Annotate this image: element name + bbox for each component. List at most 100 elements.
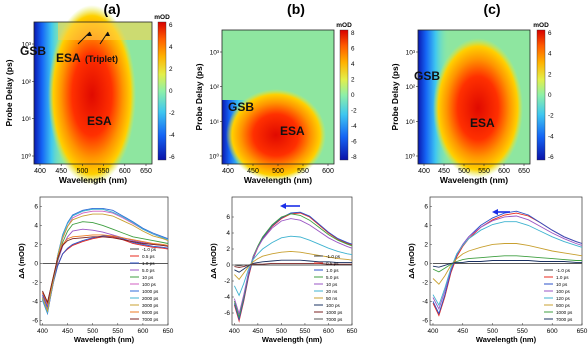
y-axis-label: Probe Delay (ps) [194, 63, 204, 130]
colorbar-tick-label: -8 [351, 154, 357, 161]
heatmap-2: (b) 400 450 500 550 600 Wavelength (nm) 10⁰ 10¹ 1… [194, 1, 357, 185]
y-tick-label: 2 [34, 242, 38, 249]
annotation-label: ESA [470, 116, 495, 130]
colorbar-tick-label: -6 [351, 139, 357, 146]
legend-entry: 0.5 ps [142, 254, 155, 259]
colorbar-tick-label: -4 [351, 123, 357, 130]
x-tick-label: 400 [222, 168, 234, 175]
y-tick-label: 0 [226, 262, 230, 269]
colorbar-tick-label: -6 [169, 154, 175, 161]
legend-entry: 120 ps [556, 296, 570, 301]
x-tick-label: 650 [347, 328, 358, 335]
x-tick-label: 500 [272, 168, 284, 175]
colorbar-tick-label: -4 [169, 132, 175, 139]
plot-frame [39, 196, 169, 326]
legend-entry: 100 ps [326, 303, 340, 308]
series-line [234, 262, 352, 268]
y-tick-label: 0 [424, 261, 428, 268]
legend-entry: 50 ns [326, 296, 338, 301]
triplet-band [58, 22, 152, 40]
colorbar-tick-label: 0 [548, 92, 552, 99]
y-tick-label: -6 [422, 317, 428, 324]
annotation-label: (Triplet) [85, 54, 118, 64]
colorbar-tick-label: 0 [169, 88, 173, 95]
y-tick-label: 10² [210, 84, 220, 91]
x-tick-label: 400 [34, 168, 46, 175]
esa-region [226, 89, 326, 181]
series-line [432, 215, 583, 311]
legend-entry: 1.0 ps [326, 268, 339, 273]
x-tick-label: 650 [577, 328, 588, 335]
panel-label: (a) [103, 1, 120, 17]
x-tick-label: 550 [98, 168, 110, 175]
legend-entry: 500 ps [556, 303, 570, 308]
series-line [42, 236, 169, 304]
series-line [432, 210, 583, 315]
colorbar-tick-label: -4 [548, 133, 554, 140]
legend-entry: 5.0 ps [326, 275, 339, 280]
colorbar-tick-label: -6 [548, 154, 554, 161]
colorbar-tick-label: 4 [169, 44, 173, 51]
x-tick-label: 600 [323, 328, 334, 335]
y-tick-label: 2 [424, 242, 428, 249]
lineplot-1: 400 450 500 550 600 650 -6 -4 -2 0 2 4 6 Wavelength (… [17, 196, 174, 344]
panel-label: (c) [483, 1, 500, 17]
colorbar-tick-label: 4 [351, 61, 355, 68]
series-line [233, 218, 353, 316]
x-axis-label: Wavelength (nm) [74, 335, 135, 344]
y-tick-label: 4 [226, 230, 230, 237]
x-tick-label: 450 [438, 168, 450, 175]
x-axis-label: Wavelength (nm) [244, 175, 312, 185]
legend-entry: -1.0 ps [142, 247, 157, 252]
heatmap-3: (c) 400 450 500 550 600 650 Wavelength (nm) 10⁰ 1… [390, 1, 554, 185]
colorbar-tick-label: 2 [548, 71, 552, 78]
y-tick-label: 10⁰ [405, 153, 415, 161]
legend-entry: 1000 ps [556, 310, 573, 315]
legend-entry: 5.0 ps [142, 268, 155, 273]
x-tick-label: 650 [140, 168, 152, 175]
y-axis-label: Probe Delay (ps) [4, 59, 14, 126]
y-axis-label: Probe Delay (ps) [390, 63, 400, 130]
legend-entry: 6000 ps [142, 310, 159, 315]
x-tick-label: 600 [137, 328, 148, 335]
legend-entry: 1000 ps [326, 310, 343, 315]
y-tick-label: 6 [226, 214, 230, 221]
y-tick-label: 10⁰ [21, 153, 31, 161]
x-tick-label: 600 [119, 168, 131, 175]
colorbar-tick-label: 2 [351, 77, 355, 84]
annotation-label: GSB [228, 100, 254, 114]
legend-entry: 1.0 ps [556, 275, 569, 280]
series-line [432, 221, 583, 307]
colorbar-tick-label: 2 [169, 66, 173, 73]
series-line [42, 235, 169, 309]
series-line [432, 260, 582, 268]
y-tick-label: -6 [32, 317, 38, 324]
x-tick-label: 600 [498, 168, 510, 175]
x-tick-label: 500 [487, 328, 498, 335]
annotation-arrowhead [87, 32, 92, 36]
legend-entry: 20 ns [326, 289, 338, 294]
lineplot-2: 400 450 500 550 600 650 -6 -4 -2 0 2 4 6 Wavelength (… [209, 196, 358, 344]
x-tick-label: 550 [297, 168, 309, 175]
lineplot-3: 400 450 500 550 600 650 -6 -4 -2 0 2 4 6 Wavelength (… [407, 196, 588, 344]
y-tick-label: -4 [32, 298, 38, 305]
heatmap-frame [33, 21, 153, 165]
y-tick-label: -4 [422, 298, 428, 305]
annotation-arrowhead [105, 32, 110, 36]
esa-region [433, 38, 523, 178]
annotation-label: GSB [20, 44, 46, 58]
x-tick-label: 500 [276, 328, 287, 335]
x-tick-label: 450 [62, 328, 73, 335]
x-tick-label: 450 [247, 168, 259, 175]
x-axis-label: Wavelength (nm) [440, 175, 508, 185]
x-tick-label: 550 [478, 168, 490, 175]
esa-region [48, 5, 136, 185]
colorbar-tick-label: -2 [351, 108, 357, 115]
colorbar-tick-label: -2 [548, 113, 554, 120]
y-tick-label: -2 [32, 280, 38, 287]
legend-entry: 10 ps [326, 282, 338, 287]
x-tick-label: 600 [547, 328, 558, 335]
legend-entry: 10 ps [556, 282, 568, 287]
x-tick-label: 650 [518, 168, 530, 175]
